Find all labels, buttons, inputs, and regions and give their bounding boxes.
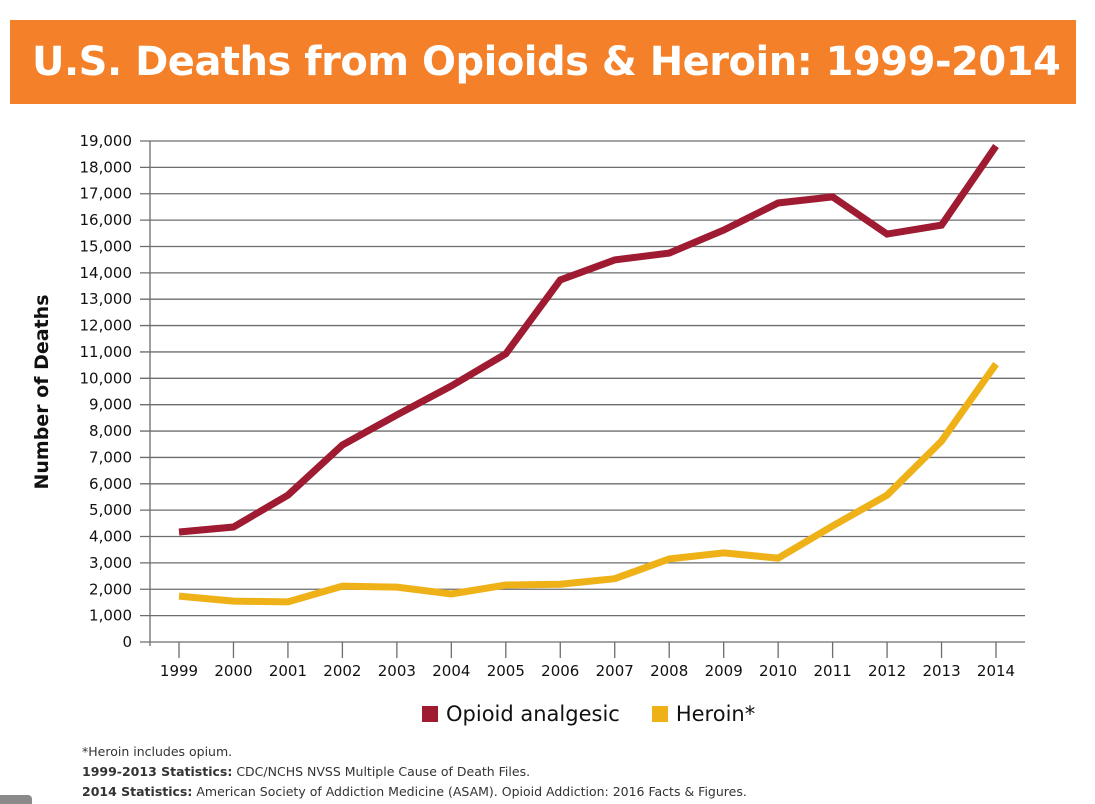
x-tick-label: 1999 — [160, 662, 198, 680]
series-line-opioid — [178, 144, 999, 536]
y-tick-label: 0 — [122, 633, 132, 651]
y-tick-label: 18,000 — [80, 158, 133, 176]
legend-swatch-heroin — [651, 706, 668, 722]
legend-swatch-opioid — [422, 706, 438, 722]
footnote-text: CDC/NCHS NVSS Multiple Cause of Death Fi… — [232, 764, 531, 779]
x-tick-label: 2011 — [814, 662, 852, 680]
corner-tab — [0, 795, 32, 804]
x-tick-label: 2001 — [269, 662, 307, 680]
y-tick-label: 1,000 — [89, 607, 132, 625]
x-tick-label: 2012 — [868, 662, 906, 680]
x-tick-label: 2003 — [378, 662, 416, 680]
x-tick-label: 2013 — [922, 662, 960, 680]
x-tick-label: 2008 — [650, 662, 688, 680]
y-tick-label: 8,000 — [89, 422, 132, 440]
series-line-heroin — [178, 362, 999, 606]
y-tick-label: 3,000 — [89, 554, 132, 572]
footnote-heroin: *Heroin includes opium. — [82, 744, 233, 759]
series-lines — [178, 144, 999, 606]
y-tick-label: 15,000 — [80, 237, 133, 255]
x-tick-label: 2005 — [487, 662, 525, 680]
x-tick-label: 2007 — [596, 662, 634, 680]
x-tick-label: 2000 — [214, 662, 252, 680]
y-tick-label: 6,000 — [89, 475, 132, 493]
y-tick-label: 7,000 — [89, 448, 132, 466]
legend-item-heroin: Heroin* — [651, 702, 756, 726]
y-tick-label: 16,000 — [80, 211, 133, 229]
footnotes: *Heroin includes opium. 1999-2013 Statis… — [82, 742, 747, 802]
y-tick-label: 12,000 — [80, 317, 133, 335]
gridlines — [140, 140, 1025, 646]
legend-label-opioid: Opioid analgesic — [446, 702, 620, 726]
x-axis-ticks: 1999 2000 2001 2002 2003 2004 2005 2006 2007 2008… — [160, 642, 1015, 680]
x-tick-label: 2002 — [323, 662, 361, 680]
y-tick-label: 5,000 — [89, 501, 132, 519]
y-tick-label: 17,000 — [80, 185, 133, 203]
y-axis-ticks: 0 1,000 2,000 3,000 4,000 5,000 6,000 7,000 8,00… — [80, 132, 133, 651]
page-title: U.S. Deaths from Opioids & Heroin: 1999-… — [32, 39, 1061, 85]
x-tick-label: 2004 — [432, 662, 470, 680]
y-tick-label: 10,000 — [80, 369, 133, 387]
legend: Opioid analgesic Heroin* — [422, 702, 787, 726]
x-tick-label: 2006 — [541, 662, 579, 680]
y-tick-label: 11,000 — [80, 343, 133, 361]
legend-label-heroin: Heroin* — [675, 702, 756, 726]
footnote-text: American Society of Addiction Medicine (… — [192, 784, 747, 799]
x-tick-label: 2010 — [759, 662, 797, 680]
footnote-source-1999-2013: 1999-2013 Statistics: CDC/NCHS NVSS Mult… — [82, 762, 747, 782]
y-tick-label: 19,000 — [80, 132, 133, 150]
y-tick-label: 13,000 — [80, 290, 133, 308]
footnote-label: 2014 Statistics: — [82, 784, 193, 799]
legend-item-opioid: Opioid analgesic — [422, 702, 620, 726]
footnote-source-2014: 2014 Statistics: American Society of Add… — [82, 782, 747, 802]
y-axis-title: Number of Deaths — [31, 294, 53, 489]
y-tick-label: 2,000 — [89, 580, 132, 598]
y-tick-label: 14,000 — [80, 264, 133, 282]
x-tick-label: 2009 — [705, 662, 743, 680]
y-tick-label: 4,000 — [89, 528, 132, 546]
title-banner: U.S. Deaths from Opioids & Heroin: 1999-… — [10, 20, 1076, 104]
footnote-label: 1999-2013 Statistics: — [82, 764, 233, 779]
y-tick-label: 9,000 — [89, 396, 132, 414]
x-tick-label: 2014 — [977, 662, 1015, 680]
line-chart: 0 1,000 2,000 3,000 4,000 5,000 6,000 7,000 8,00… — [31, 132, 1025, 680]
